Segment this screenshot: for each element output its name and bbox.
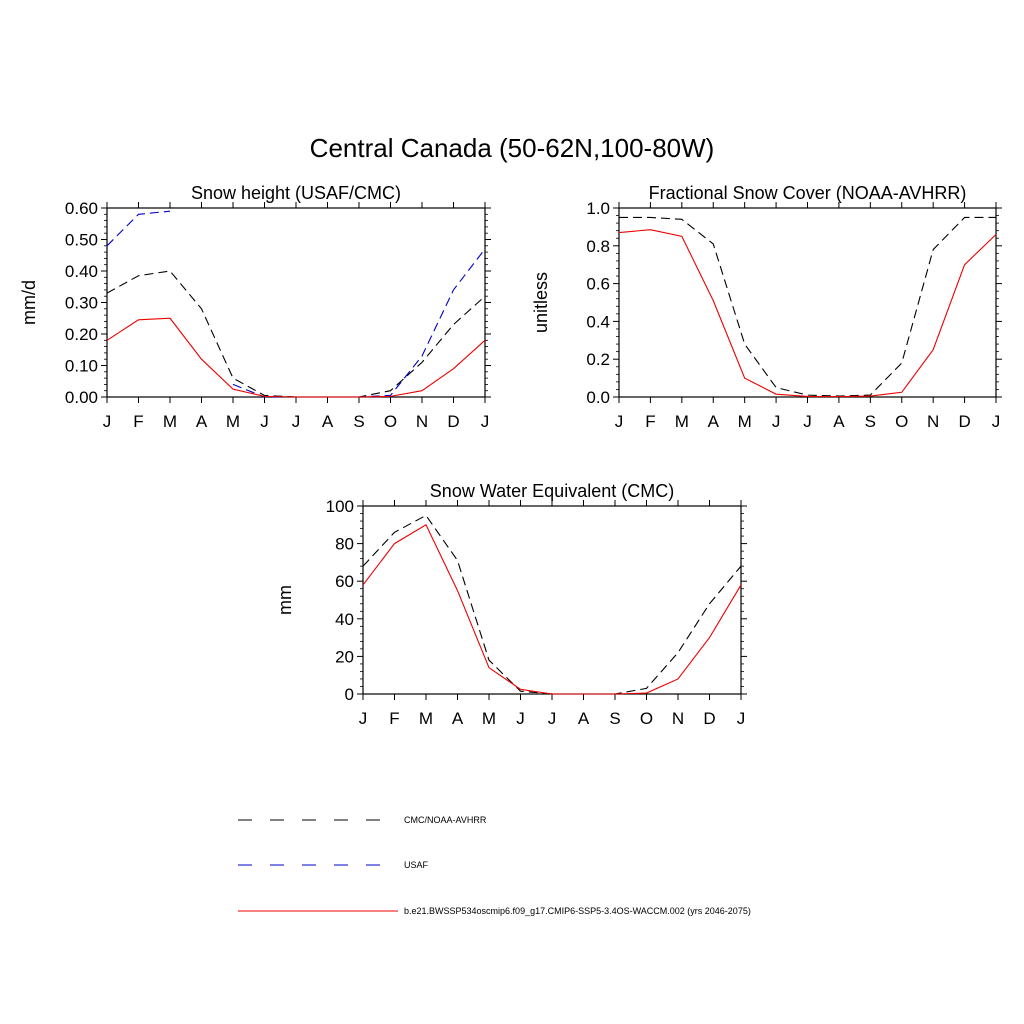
x-tick-label: A	[196, 412, 208, 431]
chart-panel-2: Fractional Snow Cover (NOAA-AVHRR) 0.0 0.2…	[531, 183, 1002, 431]
series-line-1	[362, 514, 742, 695]
y-axis-label: mm/d	[19, 280, 39, 325]
series-line-3	[106, 317, 486, 398]
x-tick-label: J	[737, 709, 746, 728]
y-tick-label: 0.6	[586, 275, 610, 294]
y-tick-label: 0.8	[586, 237, 610, 256]
x-tick-label: J	[516, 709, 525, 728]
chart-panel-3: Snow Water Equivalent (CMC) 0 20 40 60 80 100 J…	[275, 481, 747, 728]
plot-frame	[106, 207, 486, 398]
x-tick-label: J	[803, 412, 812, 431]
x-tick-label: J	[481, 412, 490, 431]
series-line-2	[618, 229, 997, 398]
series-line-1	[106, 270, 486, 398]
x-tick-label: F	[133, 412, 143, 431]
x-tick-label: F	[389, 709, 399, 728]
y-tick-label: 100	[326, 497, 354, 516]
y-tick-label: 0.30	[65, 294, 98, 313]
x-tick-label: J	[292, 412, 301, 431]
x-tick-label: A	[578, 709, 590, 728]
legend-label-3: b.e21.BWSSP534oscmip6.f09_g17.CMIP6-SSP5…	[404, 906, 751, 916]
x-tick-label: J	[103, 412, 112, 431]
plot-frame	[618, 207, 997, 398]
y-tick-label: 0.2	[586, 350, 610, 369]
series-line-2	[106, 210, 486, 398]
chart-panel-1: Snow height (USAF/CMC) 0.00 0.10 0.20 0.30 0.…	[19, 183, 491, 431]
y-tick-label: 20	[335, 647, 354, 666]
x-tick-label: N	[927, 412, 939, 431]
y-tick-label: 0.10	[65, 357, 98, 376]
y-tick-label: 0.40	[65, 262, 98, 281]
x-tick-label: N	[672, 709, 684, 728]
x-tick-label: F	[645, 412, 655, 431]
y-tick-label: 0	[345, 685, 354, 704]
y-axis-label: mm	[275, 585, 295, 615]
y-axis-label: unitless	[531, 272, 551, 333]
x-tick-label: S	[609, 709, 620, 728]
x-tick-label: J	[359, 709, 368, 728]
y-tick-label: 40	[335, 610, 354, 629]
y-tick-label: 0.50	[65, 231, 98, 250]
x-tick-label: J	[548, 709, 557, 728]
x-tick-label: A	[708, 412, 720, 431]
x-tick-label: M	[419, 709, 433, 728]
x-tick-label: M	[163, 412, 177, 431]
panel-title: Snow height (USAF/CMC)	[191, 183, 401, 203]
x-tick-label: J	[615, 412, 624, 431]
x-tick-label: A	[452, 709, 464, 728]
panel-title: Fractional Snow Cover (NOAA-AVHRR)	[649, 183, 967, 203]
y-tick-label: 0.00	[65, 388, 98, 407]
x-tick-label: D	[447, 412, 459, 431]
legend: CMC/NOAA-AVHRR USAF b.e21.BWSSP534oscmip6.…	[238, 815, 751, 916]
figure-title: Central Canada (50-62N,100-80W)	[310, 133, 715, 163]
x-tick-label: A	[322, 412, 334, 431]
legend-label-2: USAF	[404, 860, 429, 870]
x-tick-label: J	[772, 412, 781, 431]
series-line-2	[362, 524, 742, 695]
chart-panels: Snow height (USAF/CMC)0.000.100.200.300.…	[19, 183, 1002, 728]
x-tick-label: O	[640, 709, 653, 728]
x-tick-label: D	[703, 709, 715, 728]
plot-frame	[362, 505, 742, 695]
x-tick-label: M	[738, 412, 752, 431]
x-tick-label: M	[675, 412, 689, 431]
x-tick-label: O	[895, 412, 908, 431]
y-tick-label: 60	[335, 572, 354, 591]
x-tick-label: A	[833, 412, 845, 431]
x-tick-label: S	[353, 412, 364, 431]
x-tick-label: J	[992, 412, 1001, 431]
x-tick-label: M	[226, 412, 240, 431]
x-tick-label: M	[482, 709, 496, 728]
x-tick-label: O	[384, 412, 397, 431]
x-tick-label: J	[260, 412, 269, 431]
y-tick-label: 0.4	[586, 312, 610, 331]
y-tick-label: 0.60	[65, 199, 98, 218]
y-tick-label: 0.20	[65, 325, 98, 344]
y-tick-label: 80	[335, 535, 354, 554]
panel-title: Snow Water Equivalent (CMC)	[430, 481, 674, 501]
legend-label-1: CMC/NOAA-AVHRR	[404, 815, 487, 825]
x-tick-label: N	[416, 412, 428, 431]
y-tick-label: 0.0	[586, 388, 610, 407]
y-tick-label: 1.0	[586, 199, 610, 218]
x-tick-label: S	[865, 412, 876, 431]
series-line-1	[619, 216, 996, 397]
x-tick-label: D	[958, 412, 970, 431]
